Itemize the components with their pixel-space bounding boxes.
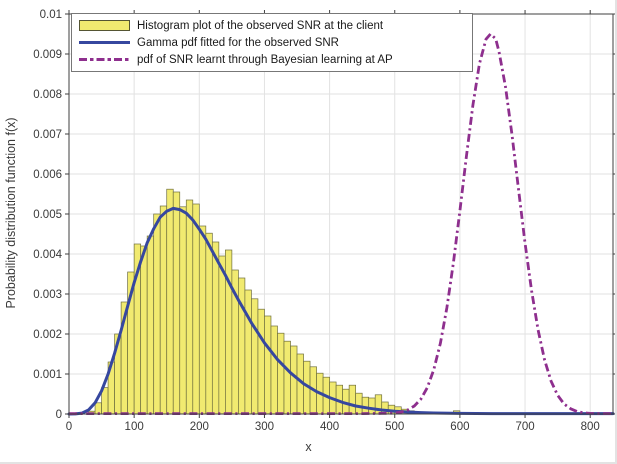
legend-label-bayesian: pdf of SNR learnt through Bayesian learn…	[137, 53, 393, 66]
histogram-bar	[355, 392, 363, 415]
y-tick-label: 0.006	[33, 169, 62, 181]
histogram-bar	[198, 225, 207, 415]
histogram-bar	[361, 396, 370, 415]
histogram-bar	[244, 289, 252, 415]
histogram-bar	[277, 332, 285, 415]
legend-entry-bayesian: pdf of SNR learnt through Bayesian learn…	[79, 51, 472, 68]
histogram-bar	[172, 191, 181, 415]
histogram-bar	[348, 384, 357, 415]
histogram-bar	[264, 315, 272, 415]
legend-label-gamma: Gamma pdf fitted for the observed SNR	[137, 36, 339, 49]
histogram-bar	[192, 203, 200, 415]
histogram-bar	[159, 205, 168, 415]
histogram-bar	[146, 235, 155, 415]
histogram-bar	[205, 232, 213, 415]
histogram-bar	[218, 255, 226, 415]
dashdot-line-swatch-icon	[79, 57, 130, 62]
histogram-bar	[185, 199, 194, 415]
histogram-bar	[153, 213, 161, 415]
y-axis-label: Probability distribution function f(x)	[4, 117, 18, 309]
histogram-bar	[251, 298, 259, 415]
histogram-bar	[368, 397, 376, 415]
x-tick-label: 100	[125, 421, 144, 433]
histogram-bar	[283, 340, 291, 415]
y-tick-label: 0.009	[33, 49, 62, 61]
x-axis-label: x	[305, 440, 312, 454]
histogram-bar	[211, 241, 220, 415]
histogram-swatch-icon	[79, 20, 130, 31]
y-tick-label: 0.003	[33, 289, 62, 301]
histogram-bar	[179, 206, 187, 415]
histogram-bar	[238, 277, 246, 415]
legend-entry-gamma: Gamma pdf fitted for the observed SNR	[79, 34, 472, 51]
x-tick-label: 400	[320, 421, 339, 433]
y-tick-label: 0.01	[40, 9, 62, 21]
y-tick-label: 0	[56, 409, 62, 421]
histogram-bar	[290, 345, 298, 415]
x-tick-label: 0	[66, 421, 72, 433]
y-tick-label: 0.004	[33, 249, 62, 261]
x-tick-label: 600	[450, 421, 469, 433]
legend: Histogram plot of the observed SNR at th…	[71, 13, 473, 72]
y-tick-label: 0.002	[33, 329, 62, 341]
y-tick-label: 0.001	[33, 369, 62, 381]
legend-label-histogram: Histogram plot of the observed SNR at th…	[137, 19, 384, 32]
x-tick-label: 700	[515, 421, 534, 433]
x-tick-label: 800	[581, 421, 600, 433]
x-tick-label: 200	[190, 421, 209, 433]
legend-entry-histogram: Histogram plot of the observed SNR at th…	[79, 17, 472, 34]
solid-line-swatch-icon	[79, 41, 130, 44]
y-tick-label: 0.007	[33, 129, 62, 141]
bayesian-pdf-curve	[69, 32, 613, 416]
x-tick-label: 500	[385, 421, 404, 433]
gamma-pdf-curve	[67, 206, 615, 416]
histogram-bar	[270, 325, 278, 415]
histogram-bar	[166, 188, 174, 415]
y-tick-label: 0.005	[33, 209, 62, 221]
histogram-bar	[257, 308, 265, 415]
y-tick-label: 0.008	[33, 89, 62, 101]
x-tick-label: 300	[255, 421, 274, 433]
histogram-bar	[140, 245, 148, 415]
